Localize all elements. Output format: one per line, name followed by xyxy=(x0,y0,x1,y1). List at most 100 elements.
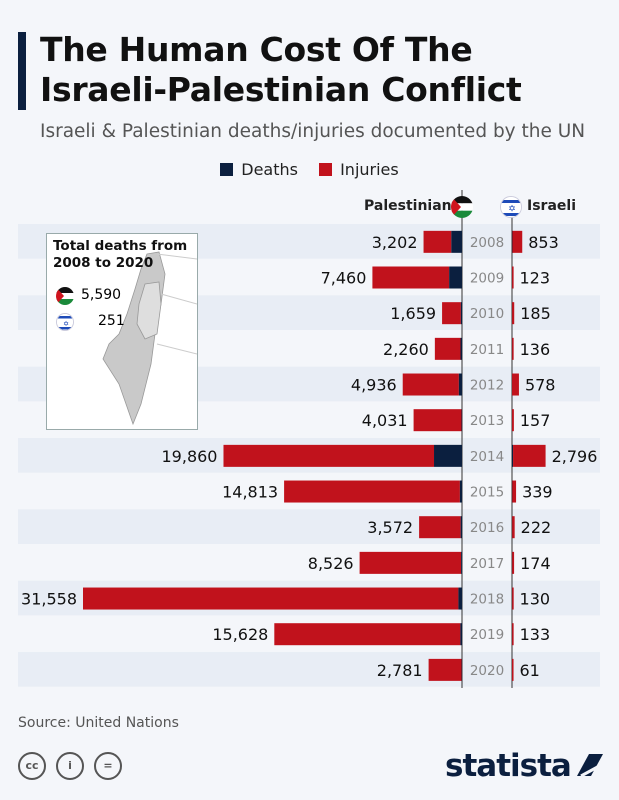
year-label-2012: 2012 xyxy=(470,378,504,394)
label-israeli-2008: 853 xyxy=(528,233,559,252)
bar-palestinian-deaths-2011 xyxy=(460,337,462,360)
label-israeli-2010: 185 xyxy=(520,304,551,323)
bar-palestinian-deaths-2012 xyxy=(458,373,462,396)
legend: Deaths Injuries xyxy=(0,160,619,179)
label-israeli-2009: 123 xyxy=(520,269,551,288)
bar-palestinian-injuries-2019 xyxy=(274,623,461,646)
label-palestinian-2008: 3,202 xyxy=(372,233,418,252)
header-palestinian: Palestinian xyxy=(364,198,452,214)
israel-flag-icon: ✡ xyxy=(56,313,74,331)
chart-subtitle: Israeli & Palestinian deaths/injuries do… xyxy=(40,121,586,142)
svg-text:✡: ✡ xyxy=(63,320,69,328)
inset-israeli-total: 251 xyxy=(98,313,125,329)
bar-palestinian-injuries-2009 xyxy=(372,266,450,289)
attribution-icon[interactable]: i xyxy=(56,752,84,780)
svg-text:✡: ✡ xyxy=(508,205,516,215)
bar-palestinian-deaths-2016 xyxy=(460,516,462,539)
label-palestinian-2011: 2,260 xyxy=(383,340,429,359)
year-label-2019: 2019 xyxy=(470,627,504,643)
label-israeli-2019: 133 xyxy=(520,625,551,644)
label-palestinian-2012: 4,936 xyxy=(351,376,397,395)
label-palestinian-2015: 14,813 xyxy=(222,483,278,502)
title-line-1: The Human Cost Of The xyxy=(40,30,473,69)
label-israeli-2015: 339 xyxy=(522,483,553,502)
inset-title-line-1: Total deaths from xyxy=(53,238,188,254)
bar-palestinian-deaths-2018 xyxy=(458,587,462,610)
bar-palestinian-injuries-2015 xyxy=(284,480,460,503)
statista-logo[interactable]: statista xyxy=(445,748,605,784)
year-label-2017: 2017 xyxy=(470,556,504,572)
legend-item-injuries: Injuries xyxy=(319,160,399,179)
logo-text: statista xyxy=(445,748,572,784)
chart-area: 3,202 853 2008 7,460 123 2009 1,659 185 2010 2,26… xyxy=(18,190,600,688)
bar-israeli-injuries-2012 xyxy=(512,373,519,396)
bar-palestinian-injuries-2010 xyxy=(442,302,461,325)
bar-palestinian-injuries-2012 xyxy=(402,373,459,396)
bar-israeli-injuries-2014 xyxy=(513,444,546,467)
legend-label-deaths: Deaths xyxy=(241,160,298,179)
bar-israeli-injuries-2017 xyxy=(512,551,515,574)
year-label-2020: 2020 xyxy=(470,663,504,679)
bar-palestinian-deaths-2010 xyxy=(460,302,462,325)
label-palestinian-2019: 15,628 xyxy=(212,625,268,644)
bar-israeli-injuries-2010 xyxy=(512,302,515,325)
legend-swatch-injuries xyxy=(319,163,333,176)
bar-palestinian-injuries-2017 xyxy=(359,551,462,574)
year-label-2015: 2015 xyxy=(470,485,504,501)
source-note: Source: United Nations xyxy=(18,715,179,731)
bar-palestinian-deaths-2008 xyxy=(451,230,462,253)
bar-palestinian-deaths-2014 xyxy=(434,444,462,467)
label-israeli-2014: 2,796 xyxy=(552,447,598,466)
bar-palestinian-deaths-2015 xyxy=(459,480,462,503)
year-label-2009: 2009 xyxy=(470,271,504,287)
bar-palestinian-deaths-2019 xyxy=(460,623,462,646)
label-palestinian-2016: 3,572 xyxy=(367,518,413,537)
label-israeli-2017: 174 xyxy=(520,554,551,573)
bar-palestinian-injuries-2016 xyxy=(419,516,461,539)
statista-logo-icon xyxy=(576,754,604,778)
palestine-flag-icon xyxy=(451,196,473,218)
label-palestinian-2017: 8,526 xyxy=(308,554,354,573)
row-band xyxy=(18,652,600,687)
israel-flag-icon: ✡ xyxy=(500,196,522,218)
bar-palestinian-injuries-2014 xyxy=(223,444,435,467)
inset-title-line-2: 2008 to 2020 xyxy=(53,255,154,271)
bar-israeli-deaths-2014 xyxy=(512,444,514,467)
year-label-2018: 2018 xyxy=(470,592,504,608)
bar-israeli-injuries-2019 xyxy=(512,623,514,646)
year-label-2014: 2014 xyxy=(470,449,504,465)
creative-commons-icon[interactable]: cc xyxy=(18,752,46,780)
label-israeli-2011: 136 xyxy=(520,340,551,359)
year-label-2016: 2016 xyxy=(470,520,504,536)
label-palestinian-2010: 1,659 xyxy=(390,304,436,323)
label-palestinian-2013: 4,031 xyxy=(362,411,408,430)
year-label-2011: 2011 xyxy=(470,342,504,358)
header-israeli: Israeli xyxy=(527,198,576,214)
bar-israeli-injuries-2015 xyxy=(512,480,517,503)
israel-map-icon xyxy=(102,251,197,426)
label-israeli-2016: 222 xyxy=(521,518,552,537)
bar-israeli-injuries-2009 xyxy=(512,266,514,289)
bar-palestinian-deaths-2009 xyxy=(449,266,462,289)
bar-israeli-injuries-2011 xyxy=(512,337,514,360)
bar-palestinian-injuries-2020 xyxy=(428,658,462,681)
year-label-2010: 2010 xyxy=(470,306,504,322)
label-palestinian-2009: 7,460 xyxy=(321,269,367,288)
bar-israeli-injuries-2018 xyxy=(512,587,514,610)
bar-israeli-injuries-2013 xyxy=(512,409,514,432)
title-accent-bar xyxy=(18,32,26,110)
bar-palestinian-injuries-2011 xyxy=(434,337,461,360)
bar-palestinian-injuries-2013 xyxy=(413,409,462,432)
inset-palestinian-total: 5,590 xyxy=(81,287,122,303)
legend-label-injuries: Injuries xyxy=(340,160,399,179)
year-label-2008: 2008 xyxy=(470,235,504,251)
row-band xyxy=(18,509,600,545)
legend-item-deaths: Deaths xyxy=(220,160,298,179)
no-derivatives-icon[interactable]: = xyxy=(94,752,122,780)
palestine-flag-icon xyxy=(56,287,74,305)
year-label-2013: 2013 xyxy=(470,413,504,429)
bar-palestinian-injuries-2008 xyxy=(423,230,452,253)
bar-israeli-injuries-2020 xyxy=(512,658,514,681)
label-palestinian-2014: 19,860 xyxy=(162,447,218,466)
chart-title: The Human Cost Of The Israeli-Palestinian… xyxy=(40,30,522,110)
